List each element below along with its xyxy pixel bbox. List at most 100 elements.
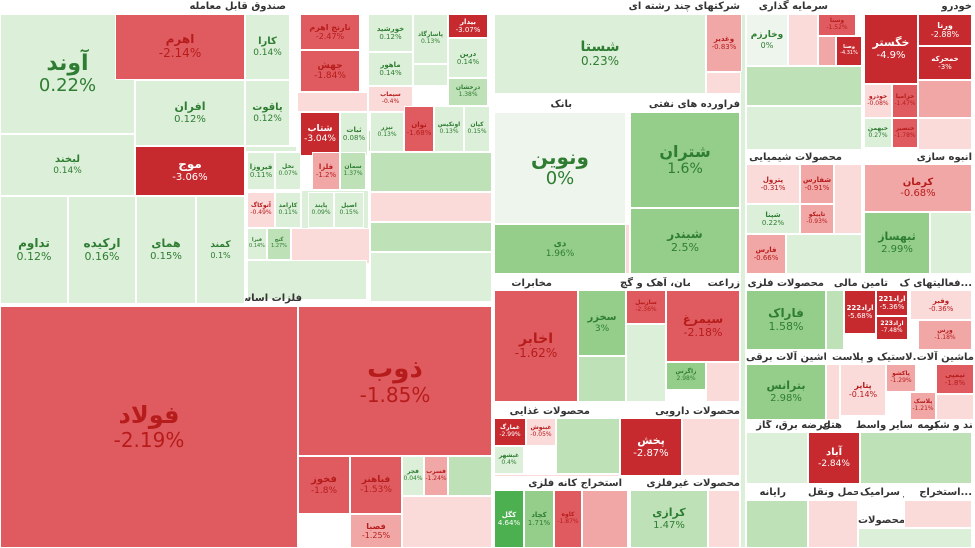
minor-stock-tile[interactable] xyxy=(582,490,628,548)
stock-tile[interactable]: خزامیا -1.47% xyxy=(892,84,918,118)
minor-stock-tile[interactable] xyxy=(297,92,368,112)
stock-tile[interactable]: وغدیر -0.83% xyxy=(706,14,742,72)
stock-tile[interactable]: ونوین 0% xyxy=(494,112,626,224)
minor-stock-tile[interactable] xyxy=(247,260,367,300)
stock-tile[interactable]: ماهور 0.14% xyxy=(368,52,413,86)
stock-tile[interactable]: جهش -1.84% xyxy=(300,50,360,92)
stock-tile[interactable]: خبهمن 0.27% xyxy=(864,118,892,148)
minor-stock-tile[interactable] xyxy=(448,456,492,496)
stock-tile[interactable]: خمحرکه -3% xyxy=(918,46,972,80)
stock-tile[interactable]: پایند 0.09% xyxy=(308,192,334,228)
stock-tile[interactable]: سیمرغ -2.18% xyxy=(666,290,740,362)
stock-tile[interactable]: توان -1.68% xyxy=(404,106,434,152)
stock-tile[interactable]: شستا 0.23% xyxy=(494,14,706,94)
stock-tile[interactable]: شفارس -0.91% xyxy=(800,164,834,204)
stock-tile[interactable]: بیدار -3.07% xyxy=(448,14,488,38)
stock-tile[interactable]: نخل 0.07% xyxy=(275,152,301,190)
minor-stock-tile[interactable] xyxy=(746,66,862,106)
minor-stock-tile[interactable] xyxy=(904,500,972,528)
minor-stock-tile[interactable] xyxy=(708,490,740,548)
stock-tile[interactable]: فسرب -1.24% xyxy=(424,456,448,496)
minor-stock-tile[interactable] xyxy=(370,222,492,252)
stock-tile[interactable]: ساربیل -2.36% xyxy=(626,290,666,324)
stock-tile[interactable]: سیماب -0.4% xyxy=(368,86,413,112)
stock-tile[interactable]: تپمپی -1.8% xyxy=(936,364,974,394)
stock-tile[interactable]: کارا 0.14% xyxy=(245,14,290,80)
stock-tile[interactable]: شبندر 2.5% xyxy=(630,208,740,274)
minor-stock-tile[interactable] xyxy=(746,500,808,548)
stock-tile[interactable]: پاسارگاد 0.13% xyxy=(413,14,448,64)
minor-stock-tile[interactable] xyxy=(860,432,972,484)
stock-tile[interactable]: آباد -2.84% xyxy=(808,432,860,484)
minor-stock-tile[interactable] xyxy=(370,152,492,192)
stock-tile[interactable]: شتاب -3.04% xyxy=(300,112,340,156)
stock-tile[interactable]: پلاسک -1.21% xyxy=(910,392,936,420)
stock-tile[interactable]: اصیل 0.15% xyxy=(334,192,364,228)
stock-tile[interactable]: اراد223 -7.48% xyxy=(876,316,908,340)
stock-tile[interactable]: فخوز -1.8% xyxy=(298,456,350,514)
stock-tile[interactable]: فجر 0.04% xyxy=(402,456,424,496)
stock-tile[interactable]: کیان 0.15% xyxy=(464,106,490,152)
stock-tile[interactable]: خورشید 0.12% xyxy=(368,14,413,52)
stock-tile[interactable]: دی 1.96% xyxy=(494,224,626,274)
stock-tile[interactable]: موج -3.06% xyxy=(135,146,245,196)
minor-stock-tile[interactable] xyxy=(626,324,666,402)
stock-tile[interactable]: همای 0.15% xyxy=(136,196,196,304)
stock-tile[interactable]: کمند 0.1% xyxy=(196,196,245,304)
stock-tile[interactable]: اوتکیس 0.13% xyxy=(434,106,464,152)
minor-stock-tile[interactable] xyxy=(370,192,492,222)
stock-tile[interactable]: زاگرس 2.98% xyxy=(666,362,706,390)
stock-tile[interactable]: تاپیکو -0.93% xyxy=(800,204,834,234)
stock-tile[interactable]: شتران 1.6% xyxy=(630,112,740,208)
minor-stock-tile[interactable] xyxy=(746,432,808,484)
stock-tile[interactable]: فصبا -1.25% xyxy=(350,514,402,548)
stock-tile[interactable]: بترانس 2.98% xyxy=(746,364,826,420)
stock-tile[interactable]: درین 0.14% xyxy=(448,38,488,78)
minor-stock-tile[interactable] xyxy=(834,164,862,234)
stock-tile[interactable]: ارکیده 0.16% xyxy=(68,196,136,304)
stock-tile[interactable]: تداوم 0.12% xyxy=(0,196,68,304)
stock-tile[interactable]: کاوه -1.87% xyxy=(554,490,582,548)
minor-stock-tile[interactable] xyxy=(818,36,836,66)
stock-tile[interactable]: وصنا -4.31% xyxy=(836,36,862,66)
stock-tile[interactable]: اراد222 -5.68% xyxy=(844,290,876,334)
stock-tile[interactable]: نارنج اهرم -2.47% xyxy=(300,14,360,50)
stock-tile[interactable]: فیرا 0.14% xyxy=(247,228,267,260)
minor-stock-tile[interactable] xyxy=(826,290,844,350)
stock-tile[interactable]: خنصیر -1.78% xyxy=(892,118,918,148)
minor-stock-tile[interactable] xyxy=(291,228,370,264)
stock-tile[interactable]: کرمان -0.68% xyxy=(864,164,972,212)
minor-stock-tile[interactable] xyxy=(918,80,972,118)
minor-stock-tile[interactable] xyxy=(930,212,972,274)
minor-stock-tile[interactable] xyxy=(556,418,620,474)
stock-tile[interactable]: شپنا 0.22% xyxy=(746,204,800,234)
stock-tile[interactable]: گنج 1.27% xyxy=(267,228,291,260)
minor-stock-tile[interactable] xyxy=(746,106,862,150)
stock-tile[interactable]: افران 0.12% xyxy=(135,80,245,146)
minor-stock-tile[interactable] xyxy=(370,252,492,302)
stock-tile[interactable]: وخارزم 0% xyxy=(746,14,788,66)
stock-tile[interactable]: ثبات 0.08% xyxy=(340,112,368,156)
stock-tile[interactable]: خگستر -4.9% xyxy=(864,14,918,84)
stock-tile[interactable]: نیزر 0.13% xyxy=(370,112,404,152)
minor-stock-tile[interactable] xyxy=(413,64,448,86)
stock-tile[interactable]: ورس -1.18% xyxy=(918,320,972,350)
minor-stock-tile[interactable] xyxy=(788,14,818,66)
stock-tile[interactable]: غمارگ -2.99% xyxy=(494,418,526,446)
minor-stock-tile[interactable] xyxy=(402,496,492,548)
minor-stock-tile[interactable] xyxy=(808,500,858,548)
stock-tile[interactable]: فارس -0.66% xyxy=(746,234,786,274)
stock-tile[interactable]: ذوب -1.85% xyxy=(298,306,492,456)
stock-tile[interactable]: فاراک 1.58% xyxy=(746,290,826,350)
minor-stock-tile[interactable] xyxy=(826,364,840,420)
minor-stock-tile[interactable] xyxy=(786,234,862,274)
minor-stock-tile[interactable] xyxy=(918,118,972,150)
stock-tile[interactable]: کگل 4.64% xyxy=(494,490,524,548)
stock-tile[interactable]: لبخند 0.14% xyxy=(0,134,135,196)
stock-tile[interactable]: وفبر -0.36% xyxy=(910,290,972,320)
stock-tile[interactable]: درخشان 1.38% xyxy=(448,78,488,106)
stock-tile[interactable]: پاکشو -1.29% xyxy=(886,364,916,392)
minor-stock-tile[interactable] xyxy=(578,356,626,402)
stock-tile[interactable]: غبنوش -0.05% xyxy=(526,418,556,446)
stock-tile[interactable]: کچاد 1.71% xyxy=(524,490,554,548)
